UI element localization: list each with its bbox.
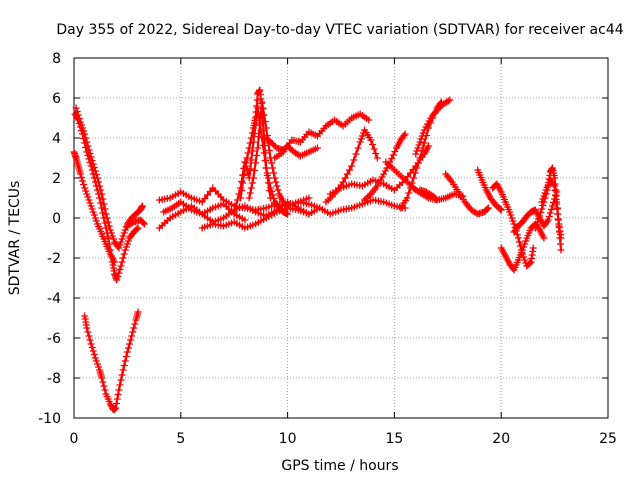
series-track-23	[442, 170, 492, 218]
y-tick-label: 6	[52, 91, 61, 107]
x-tick-label: 5	[176, 431, 185, 447]
series-track-4	[81, 308, 142, 414]
series-markers	[81, 308, 142, 414]
series-track-8	[160, 198, 249, 224]
axis-ticks	[73, 57, 609, 419]
data-series	[70, 86, 565, 414]
y-tick-label: 0	[52, 211, 61, 227]
y-tick-label: -10	[38, 411, 61, 427]
y-tick-labels: -10 -8 -6 -4 -2 0 2 4 6 8	[38, 51, 61, 427]
y-tick-label: -6	[47, 331, 61, 347]
y-tick-label: -4	[47, 291, 61, 307]
series-markers	[538, 176, 565, 242]
series-track-12	[245, 98, 287, 206]
series-markers	[72, 104, 146, 252]
series-markers	[412, 96, 454, 158]
x-tick-label: 10	[279, 431, 297, 447]
series-track-3	[72, 104, 146, 252]
series-markers	[442, 170, 492, 218]
chart-title: Day 355 of 2022, Sidereal Day-to-day VTE…	[56, 22, 623, 38]
x-tick-label: 25	[599, 431, 617, 447]
series-track-14	[262, 134, 321, 160]
y-tick-label: 8	[52, 51, 61, 67]
series-track-27	[510, 188, 561, 236]
series-markers	[123, 216, 148, 230]
y-tick-label: 2	[52, 171, 61, 187]
x-tick-label: 0	[70, 431, 79, 447]
y-tick-label: -2	[47, 251, 61, 267]
series-markers	[284, 196, 409, 218]
series-track-29	[538, 176, 565, 242]
series-markers	[474, 166, 505, 214]
series-markers	[510, 188, 561, 236]
series-track-5	[123, 216, 148, 230]
series-markers	[160, 198, 249, 224]
grid-lines	[74, 58, 608, 418]
x-axis-label: GPS time / hours	[281, 458, 398, 474]
y-tick-label: 4	[52, 131, 61, 147]
series-track-24	[474, 166, 505, 214]
plot-frame	[73, 57, 609, 419]
x-tick-labels: 0 5 10 15 20 25	[70, 431, 617, 447]
y-tick-label: -8	[47, 371, 61, 387]
series-track-21	[412, 96, 454, 158]
series-track-15	[284, 196, 409, 218]
x-tick-label: 20	[492, 431, 510, 447]
series-markers	[326, 142, 433, 198]
series-markers	[262, 134, 321, 160]
x-tick-label: 15	[385, 431, 403, 447]
y-axis-label: SDTVAR / TECUs	[7, 181, 23, 296]
